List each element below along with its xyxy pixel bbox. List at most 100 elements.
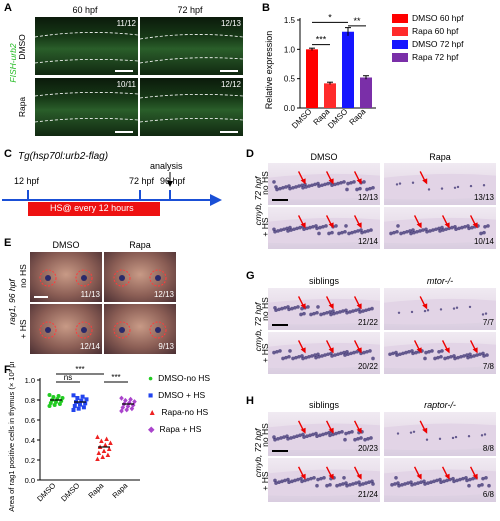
stain-spot	[329, 351, 333, 356]
stain-spot	[439, 308, 443, 311]
red-arrowhead	[328, 178, 334, 185]
stain-spot	[438, 477, 442, 482]
stain-spot	[305, 434, 309, 438]
f-point	[79, 398, 84, 403]
stain-spot	[480, 434, 484, 437]
count-d3: 12/14	[357, 237, 378, 246]
stain-spot	[290, 306, 294, 311]
stain-spot	[292, 435, 296, 439]
stain-spot	[323, 182, 327, 187]
scale-bar	[115, 70, 133, 72]
stain-spot	[318, 433, 322, 438]
f-point	[84, 397, 89, 402]
stain-spot	[283, 305, 287, 310]
stain-spot	[484, 312, 488, 315]
stain-spot	[456, 185, 460, 189]
legend-label: DMSO 60 hpf	[412, 13, 464, 23]
stain-spot	[404, 350, 408, 355]
stain-spot	[466, 224, 470, 228]
stain-spot	[333, 353, 337, 357]
f-point	[71, 408, 76, 412]
stain-spot	[335, 310, 339, 315]
red-arrowhead	[416, 347, 422, 354]
stain-spot	[274, 185, 278, 189]
f-point	[71, 393, 76, 398]
stain-spot	[401, 351, 405, 356]
stain-spot	[354, 481, 358, 485]
count-h2: 8/8	[482, 444, 494, 453]
stain-spot	[348, 483, 352, 487]
legend-marker: ◆	[148, 424, 155, 434]
count-a4: 12/12	[220, 80, 241, 89]
stain-spot	[419, 480, 423, 484]
count-a1: 11/12	[116, 19, 136, 28]
stain-spot	[411, 228, 415, 232]
stain-spot	[302, 311, 306, 316]
head-image-e1	[30, 252, 102, 302]
stain-spot	[338, 483, 342, 487]
stain-spot	[287, 184, 291, 188]
stain-spot	[280, 306, 284, 311]
stain-spot	[389, 231, 393, 236]
stain-spot	[295, 434, 299, 438]
stain-spot	[307, 354, 311, 359]
stain-spot	[294, 185, 298, 189]
count-e1: 11/13	[80, 290, 100, 299]
legend-item: ■ DMSO + HS	[148, 387, 210, 404]
panel-a-row-dmso: DMSO	[17, 34, 27, 60]
legend-item: Rapa 72 hpf	[392, 51, 464, 64]
stain-spot	[483, 224, 487, 229]
scale-bar	[272, 324, 288, 326]
stain-spot	[398, 352, 402, 357]
count-a3: 10/11	[116, 80, 136, 89]
red-arrowhead	[300, 347, 306, 354]
stain-spot	[287, 354, 291, 359]
stain-spot	[364, 481, 368, 485]
f-point	[104, 436, 109, 441]
stain-spot	[367, 307, 371, 312]
rag1-stain	[155, 275, 161, 281]
stain-spot	[277, 480, 281, 484]
red-arrowhead	[444, 222, 450, 229]
rag1-stain	[155, 327, 161, 333]
rag1-stain	[119, 327, 125, 333]
hs-label: HS@ every 12 hours	[50, 203, 134, 213]
f-point	[47, 393, 52, 397]
panel-e-y-title: rag1, 96 hpf	[7, 279, 17, 325]
stain-spot	[310, 183, 314, 188]
legend-label: DMSO-no HS	[158, 373, 211, 383]
stain-spot	[344, 224, 348, 228]
red-arrowhead	[422, 178, 428, 185]
b-bar	[342, 31, 354, 108]
stain-spot	[440, 349, 444, 353]
stain-spot	[366, 437, 370, 441]
stain-spot	[426, 481, 430, 485]
thymus-outline	[39, 321, 57, 339]
stain-spot	[286, 477, 290, 482]
stain-spot	[369, 228, 373, 232]
stain-spot	[442, 479, 446, 484]
stain-spot	[307, 184, 311, 188]
thymus-outline	[75, 269, 93, 287]
scale-bar	[272, 450, 288, 452]
stain-spot	[314, 224, 318, 228]
stain-spot	[273, 478, 277, 483]
ish-image-g2	[384, 288, 496, 330]
stain-spot	[368, 349, 372, 353]
stain-spot	[327, 231, 331, 236]
f-point	[54, 400, 58, 404]
stain-spot	[347, 430, 351, 435]
stain-spot	[427, 188, 431, 191]
f-x-label: DMSO	[35, 481, 57, 503]
stain-spot	[337, 430, 341, 435]
stain-spot	[449, 354, 453, 359]
panel-g-header-mtor: mtor-/-	[426, 276, 454, 286]
stain-spot	[331, 309, 335, 313]
stain-spot	[305, 226, 309, 231]
ish-image-d4	[384, 207, 496, 249]
red-arrowhead	[444, 473, 450, 480]
stain-spot	[312, 311, 316, 316]
stain-spot	[310, 354, 314, 358]
stain-spot	[440, 187, 444, 190]
f-y-tick-label: 0.0	[25, 476, 35, 485]
